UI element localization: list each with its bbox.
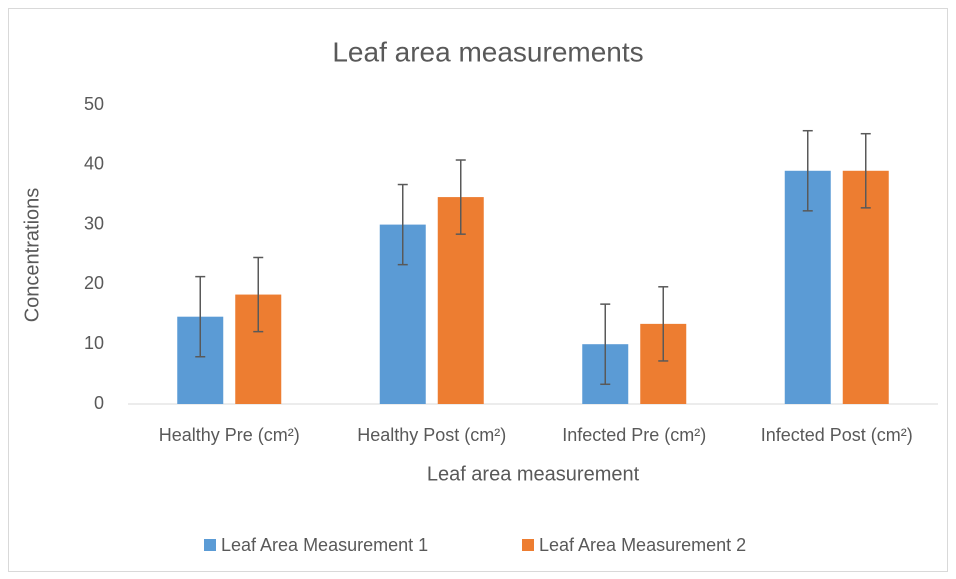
error-bar xyxy=(600,303,611,386)
error-bar xyxy=(397,183,408,266)
legend-swatch xyxy=(522,539,534,551)
y-tick-label: 40 xyxy=(84,154,104,174)
y-tick-label: 50 xyxy=(84,94,104,114)
error-bar xyxy=(455,159,466,235)
x-tick-label: Healthy Pre (cm²) xyxy=(159,425,300,445)
y-tick-label: 30 xyxy=(84,213,104,233)
error-bar xyxy=(253,256,264,333)
x-tick-label: Healthy Post (cm²) xyxy=(357,425,506,445)
legend-label: Leaf Area Measurement 2 xyxy=(539,535,746,555)
y-tick-label: 20 xyxy=(84,273,104,293)
y-tick-label: 10 xyxy=(84,333,104,353)
error-bar xyxy=(195,275,206,358)
x-tick-label: Infected Pre (cm²) xyxy=(562,425,706,445)
y-axis-label: Concentrations xyxy=(21,188,43,323)
bar xyxy=(842,170,889,404)
error-bar xyxy=(658,286,669,362)
x-axis-label: Leaf area measurement xyxy=(427,463,640,485)
error-bar xyxy=(860,132,871,209)
error-bar xyxy=(802,129,813,212)
x-tick-label: Infected Post (cm²) xyxy=(761,425,913,445)
legend-swatch xyxy=(204,539,216,551)
y-tick-label: 0 xyxy=(94,393,104,413)
chart-title: Leaf area measurements xyxy=(332,36,643,67)
legend-label: Leaf Area Measurement 1 xyxy=(221,535,428,555)
